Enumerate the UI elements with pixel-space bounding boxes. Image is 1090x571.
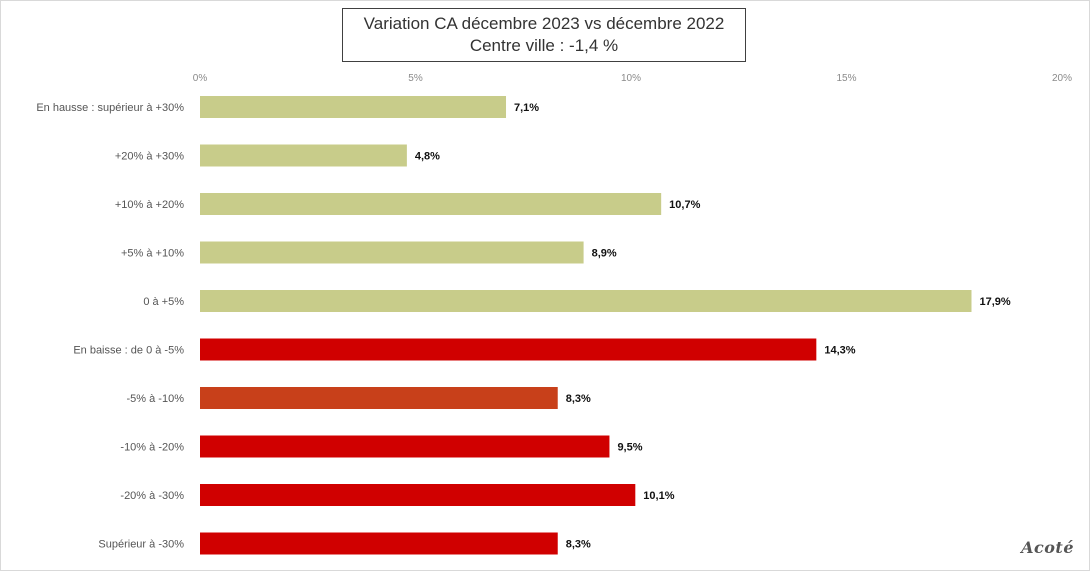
x-tick-label: 5%: [408, 73, 423, 84]
data-label: 10,7%: [669, 199, 700, 211]
data-label: 17,9%: [979, 296, 1010, 308]
x-tick-label: 20%: [1052, 73, 1072, 84]
bar: [200, 290, 972, 312]
bar: [200, 387, 558, 409]
category-label: -10% à -20%: [120, 442, 184, 454]
category-label: -20% à -30%: [120, 490, 184, 502]
category-label: En hausse : supérieur à +30%: [36, 102, 184, 114]
bar: [200, 96, 507, 118]
category-label: +20% à +30%: [115, 151, 184, 163]
bar: [200, 532, 558, 555]
data-label: 8,3%: [566, 539, 591, 551]
bar: [200, 241, 584, 264]
data-label: 14,3%: [824, 345, 855, 357]
bar: [200, 144, 407, 167]
bar: [200, 193, 662, 215]
bar: [200, 338, 817, 361]
x-tick-label: 0%: [193, 73, 208, 84]
x-tick-label: 15%: [836, 73, 856, 84]
category-label: Supérieur à -30%: [98, 539, 184, 551]
category-label: +5% à +10%: [121, 248, 184, 260]
chart-title-box: Variation CA décembre 2023 vs décembre 2…: [342, 8, 746, 62]
data-label: 8,9%: [592, 248, 617, 260]
data-label: 7,1%: [514, 102, 539, 114]
category-label: -5% à -10%: [127, 393, 185, 405]
data-label: 10,1%: [643, 490, 674, 502]
bar: [200, 484, 636, 506]
data-label: 8,3%: [566, 393, 591, 405]
category-label: En baisse : de 0 à -5%: [73, 345, 184, 357]
data-label: 9,5%: [617, 442, 642, 454]
category-label: +10% à +20%: [115, 199, 184, 211]
data-label: 4,8%: [415, 151, 440, 163]
chart-subtitle: Centre ville : -1,4 %: [469, 36, 619, 55]
category-label: 0 à +5%: [143, 296, 184, 308]
chart-title: Variation CA décembre 2023 vs décembre 2…: [363, 14, 725, 33]
brand-logo: Acoté: [1021, 538, 1074, 557]
bar: [200, 435, 610, 458]
x-tick-label: 10%: [621, 73, 641, 84]
